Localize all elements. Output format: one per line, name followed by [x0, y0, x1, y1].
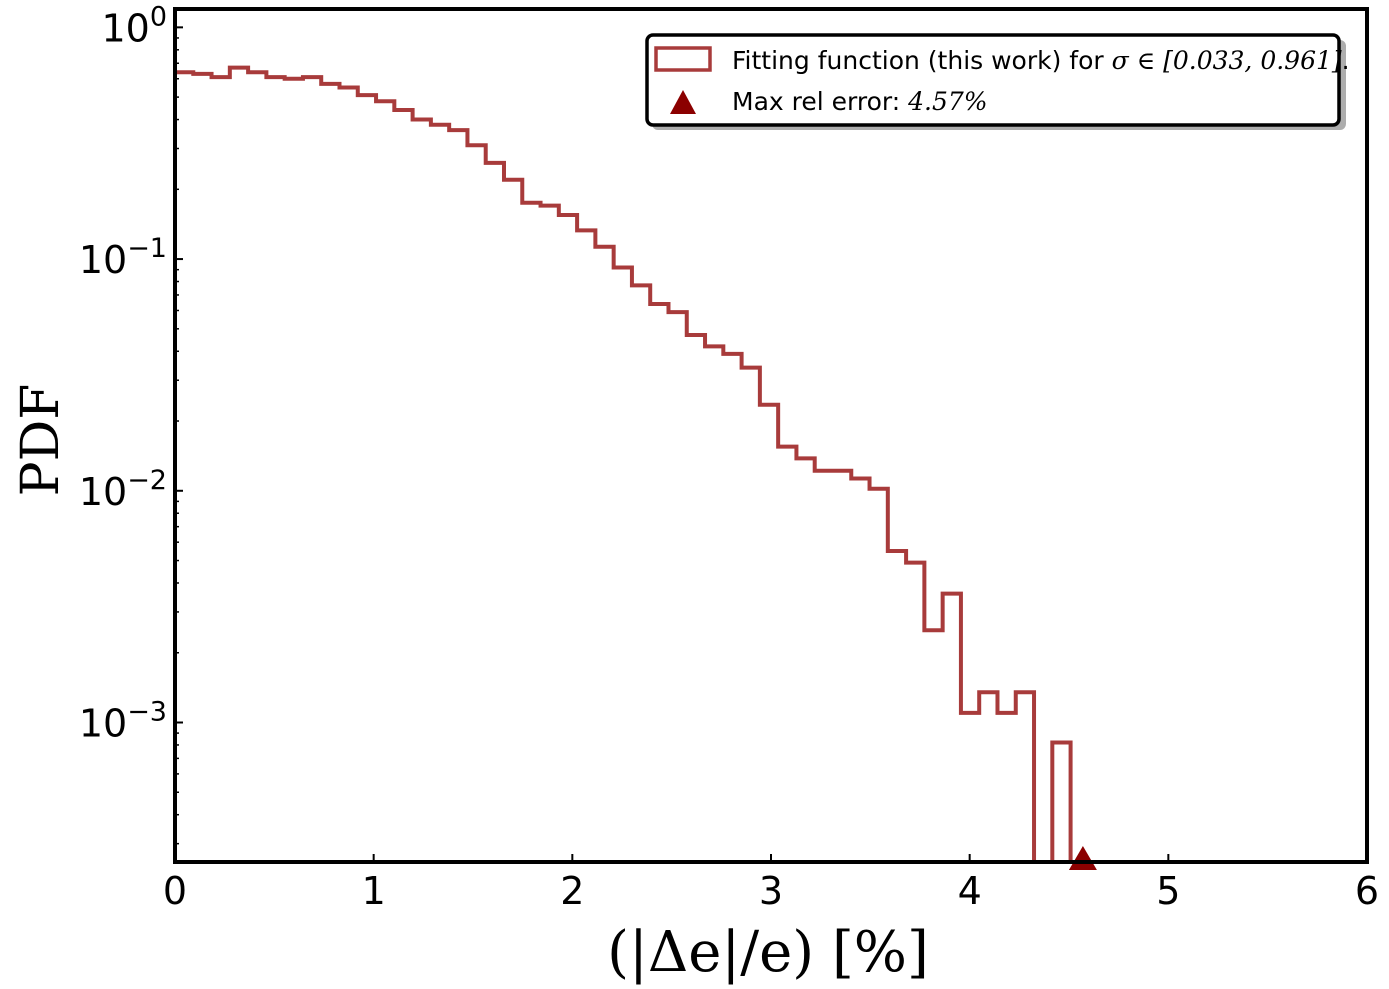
x-tick-label: 5	[1156, 869, 1180, 913]
x-tick-label: 1	[362, 869, 386, 913]
y-axis-label: PDF	[11, 384, 71, 497]
x-axis-label: (|Δe|/e) [%]	[607, 920, 929, 985]
x-tick-label: 0	[163, 869, 187, 913]
legend-swatch-histogram	[654, 46, 712, 72]
legend-entry-fitting: Fitting function (this work) for σ ∈ [0.…	[732, 46, 1350, 75]
histogram-step-line	[175, 65, 1073, 862]
x-tick-label: 6	[1355, 869, 1379, 913]
plot-frame	[173, 7, 1369, 864]
x-tick-label: 4	[958, 869, 982, 913]
y-tick-label: 10−2	[79, 465, 167, 514]
legend-swatch-triangle	[670, 90, 696, 114]
x-tick-label: 2	[560, 869, 584, 913]
y-axis-ticks: 100 10−1 10−2 10−3	[79, 1, 183, 745]
y-tick-label: 10−3	[79, 696, 167, 745]
legend: Fitting function (this work) for σ ∈ [0.…	[645, 33, 1350, 130]
y-tick-label: 10−1	[79, 233, 167, 282]
legend-box	[645, 33, 1341, 127]
y-tick-label: 100	[101, 1, 167, 50]
x-axis-ticks: 0 1 2 3 4 5 6	[163, 854, 1379, 913]
legend-entry-max-error: Max rel error: 4.57%	[732, 87, 988, 116]
x-tick-label: 3	[759, 869, 783, 913]
